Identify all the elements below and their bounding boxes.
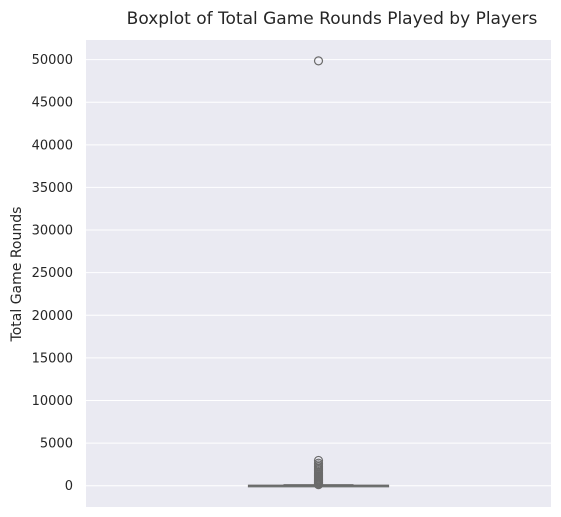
y-tick-labels: 0 5000 10000 15000 20000 25000 30000 35000 40000… [32, 53, 73, 494]
y-tick-label: 20000 [32, 309, 73, 324]
y-tick-label: 30000 [32, 224, 73, 239]
outlier-point [313, 480, 324, 490]
box-group [247, 56, 390, 490]
y-tick-label: 25000 [32, 266, 73, 281]
y-tick-label: 35000 [32, 181, 73, 196]
y-tick-label: 5000 [40, 437, 73, 452]
y-tick-label: 50000 [32, 53, 73, 68]
grid-lines [86, 59, 551, 487]
chart-title: Boxplot of Total Game Rounds Played by P… [127, 9, 538, 29]
outlier-point [313, 56, 324, 66]
y-tick-label: 45000 [32, 96, 73, 111]
y-tick-label: 40000 [32, 138, 73, 153]
y-tick-label: 0 [65, 479, 73, 494]
y-tick-label: 15000 [32, 351, 73, 366]
y-tick-label: 10000 [32, 394, 73, 409]
plot-area [86, 40, 551, 507]
y-axis-label: Total Game Rounds [9, 207, 25, 343]
